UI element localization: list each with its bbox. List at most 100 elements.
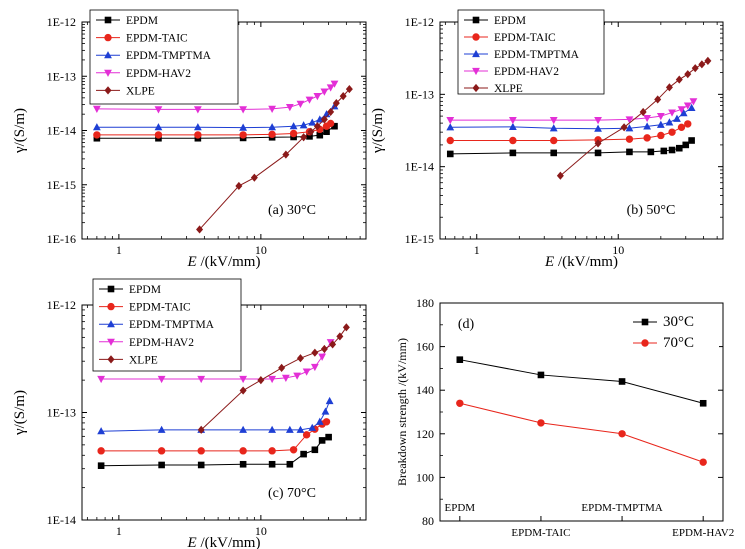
- data-point-epdm: [668, 146, 676, 154]
- data-point-epdm-tmptma: [315, 115, 324, 123]
- y-tick-label: 1E-12: [405, 15, 434, 29]
- data-point-epdm: [300, 450, 307, 458]
- legend-label: EPDM-HAV2: [129, 337, 194, 349]
- data-point-epdm: [316, 131, 324, 139]
- data-point-epdm-hav2: [656, 113, 665, 121]
- series-line-epdm-taic: [101, 421, 327, 452]
- data-point-epdm-tmptma: [296, 425, 305, 433]
- data-point-epdm-hav2: [326, 84, 335, 92]
- data-point-xlpe: [300, 133, 308, 142]
- data-point-epdm: [550, 149, 558, 157]
- data-point-xlpe: [197, 425, 205, 434]
- data-point-xlpe: [654, 95, 662, 104]
- panel-label: (a) 30°C: [268, 203, 316, 218]
- legend-label: EPDM-TAIC: [494, 32, 556, 44]
- data-point-epdm-hav2: [549, 117, 558, 125]
- data-point-30-c: [456, 356, 464, 363]
- y-axis-label: γ/(S/m): [12, 108, 28, 154]
- data-point-epdm-tmptma: [594, 124, 602, 132]
- data-point-epdm: [323, 128, 330, 136]
- series-epdm-hav2: [446, 98, 698, 125]
- data-point-epdm-hav2: [310, 363, 319, 372]
- x-tick-label: 1: [474, 243, 480, 257]
- series-70-c: [456, 399, 707, 466]
- data-point-epdm: [647, 148, 655, 156]
- x-axis-label-unit: /(kV/mm): [554, 254, 618, 270]
- legend-swatch-marker: [107, 338, 115, 346]
- data-point-epdm-taic: [289, 446, 298, 454]
- legend-swatch-marker: [104, 51, 112, 59]
- data-point-epdm-hav2: [154, 106, 163, 114]
- data-point-epdm-taic: [322, 418, 331, 426]
- data-point-epdm-tmptma: [285, 425, 294, 433]
- data-point-epdm-hav2: [683, 102, 692, 110]
- series-xlpe: [196, 84, 353, 234]
- data-point-epdm-taic: [154, 131, 163, 139]
- data-point-xlpe: [320, 115, 328, 124]
- series-30-c: [456, 356, 707, 407]
- legend-swatch-marker: [472, 49, 480, 58]
- x-tick-label: 1: [116, 243, 122, 257]
- data-point-epdm-taic: [643, 134, 651, 142]
- legend-label: EPDM: [129, 284, 161, 296]
- data-point-epdm: [682, 141, 690, 149]
- legend-label: EPDM-TMPTMA: [494, 49, 580, 61]
- series-epdm-tmptma: [97, 396, 334, 435]
- data-point-epdm-tmptma: [656, 120, 665, 128]
- data-point-epdm: [311, 446, 319, 454]
- data-point-epdm-hav2: [268, 375, 277, 384]
- data-point-xlpe: [639, 107, 647, 117]
- data-point-epdm-hav2: [313, 93, 322, 101]
- legend-swatch-marker: [107, 302, 115, 311]
- legend-swatch-marker: [104, 86, 112, 95]
- series-line-epdm: [101, 436, 329, 467]
- series-epdm-hav2: [92, 80, 339, 114]
- data-point-epdm-hav2: [92, 105, 101, 114]
- data-point-epdm-hav2: [508, 117, 517, 125]
- data-point-epdm-tmptma: [157, 425, 166, 433]
- data-point-epdm: [660, 147, 668, 155]
- data-point-xlpe: [320, 344, 328, 354]
- data-point-epdm: [509, 149, 517, 157]
- data-point-epdm: [318, 437, 326, 444]
- data-point-epdm-taic: [197, 447, 205, 455]
- data-point-epdm-hav2: [268, 105, 277, 114]
- legend-box: [89, 9, 239, 105]
- data-point-epdm-hav2: [285, 103, 294, 112]
- data-point-xlpe: [196, 225, 204, 234]
- data-point-epdm-tmptma: [268, 425, 277, 433]
- legend-swatch-marker: [472, 16, 480, 24]
- data-point-epdm-hav2: [594, 117, 602, 125]
- data-point-epdm-taic: [93, 131, 101, 139]
- x-axis-label: E /(kV/mm): [187, 535, 261, 549]
- data-point-epdm-tmptma: [308, 118, 317, 126]
- legend-swatch-marker: [641, 318, 649, 326]
- panel-label: (d): [458, 317, 475, 332]
- y-tick-label: 180: [416, 296, 434, 310]
- y-tick-label: 100: [416, 470, 434, 484]
- x-axis-label-symbol: E: [187, 254, 197, 270]
- x-axis-label-unit: /(kV/mm): [197, 254, 261, 270]
- data-point-xlpe: [311, 348, 319, 357]
- data-point-30-c: [699, 399, 707, 407]
- data-point-epdm-hav2: [668, 109, 676, 117]
- data-point-xlpe: [239, 386, 247, 395]
- data-point-epdm-tmptma: [325, 396, 334, 405]
- x-tick-label: 10: [255, 524, 267, 538]
- legend-swatch-marker: [472, 83, 480, 93]
- data-point-epdm: [325, 433, 332, 441]
- y-axis-label: γ/(S/m): [12, 390, 28, 436]
- legend-label: EPDM-HAV2: [494, 66, 559, 78]
- data-point-xlpe: [307, 127, 315, 136]
- data-point-epdm-hav2: [302, 368, 311, 376]
- y-tick-label: 160: [416, 340, 434, 354]
- data-point-xlpe: [665, 83, 673, 92]
- x-category-label: EPDM-TAIC: [511, 527, 570, 539]
- data-point-epdm-tmptma: [322, 110, 331, 118]
- legend-swatch-marker: [104, 33, 112, 42]
- legend-swatch-marker: [472, 67, 480, 76]
- data-point-xlpe: [250, 173, 258, 182]
- legend-label: EPDM: [126, 15, 158, 27]
- data-point-epdm: [286, 460, 294, 468]
